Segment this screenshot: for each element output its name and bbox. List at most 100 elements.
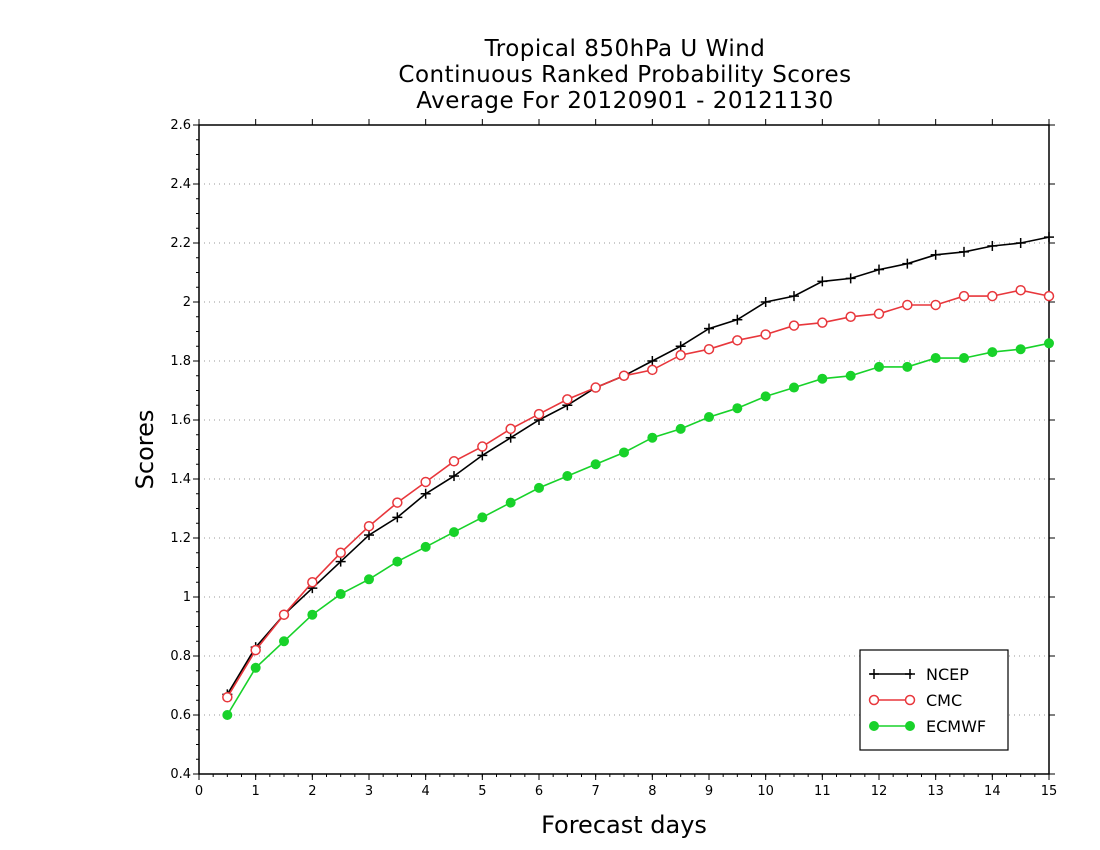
point-ecmwf [902,361,913,372]
x-tick-label: 14 [984,784,1001,799]
point-ecmwf [845,370,856,381]
x-tick-label: 4 [422,784,430,799]
legend-label-ecmwf: ECMWF [926,717,986,736]
point-cmc [760,329,771,340]
point-ecmwf [930,353,941,364]
point-cmc [873,308,885,320]
legend: NCEP CMC ECMWF [859,649,1009,751]
point-ecmwf [647,432,658,443]
x-tick-label: 3 [365,784,373,799]
y-tick-label: 2.2 [170,236,191,251]
point-cmc [307,577,318,588]
point-cmc [1043,290,1055,302]
legend-label-cmc: CMC [926,691,962,710]
y-tick-label: 1.8 [170,354,191,369]
point-ecmwf [307,609,318,620]
y-tick-label: 1 [183,590,191,605]
point-cmc [477,441,488,452]
chart-title-line-3: Average For 20120901 - 20121130 [416,88,834,114]
point-ecmwf [1044,338,1054,349]
legend-marker-ecmwf [869,721,879,731]
y-tick-label: 1.6 [170,413,191,428]
x-tick-label: 9 [705,784,713,799]
point-cmc [1015,284,1026,296]
point-cmc [562,394,573,405]
x-tick-label: 2 [308,784,316,799]
legend-marker-cmc [904,694,916,706]
point-cmc [590,382,601,393]
point-cmc [958,290,970,302]
point-cmc [788,320,800,331]
series-line-cmc [226,289,1050,698]
point-cmc [647,364,658,376]
x-tick-label: 11 [814,784,831,799]
point-ecmwf [534,482,544,493]
point-ecmwf [392,556,403,567]
point-cmc [222,692,233,703]
point-cmc [987,290,998,302]
point-cmc [533,408,545,420]
point-ecmwf [959,353,969,364]
point-cmc [618,370,630,381]
point-ecmwf [562,471,573,482]
point-ecmwf [704,412,714,423]
x-tick-label: 10 [757,784,774,799]
point-ecmwf [279,636,289,647]
legend-marker-cmc [868,694,880,706]
series-layer [222,232,1055,720]
point-cmc [392,497,403,508]
point-cmc [420,476,431,488]
x-tick-label: 12 [871,784,888,799]
point-ecmwf [874,361,884,372]
point-cmc [505,423,516,435]
point-cmc [930,299,941,311]
point-cmc [250,644,261,656]
chart-title-line-1: Tropical 850hPa U Wind [484,36,766,62]
x-tick-label: 8 [648,784,656,799]
point-cmc [732,335,743,346]
point-cmc [335,547,346,558]
point-ecmwf [505,497,516,508]
point-ecmwf [789,382,799,393]
point-ecmwf [449,527,459,538]
y-tick-label: 1.2 [170,531,191,546]
point-cmc [703,343,715,355]
point-ecmwf [1015,344,1026,355]
x-tick-label: 6 [535,784,543,799]
point-ecmwf [250,662,261,673]
x-axis-title: Forecast days [541,811,707,839]
point-ecmwf [222,710,233,720]
y-axis-title: Scores [131,410,159,490]
point-ecmwf [420,541,431,552]
x-tick-label: 7 [592,784,600,799]
point-cmc [845,311,856,322]
x-tick-label: 13 [927,784,944,799]
series-line-ncep [226,236,1050,695]
point-cmc [675,349,686,361]
point-ecmwf [619,447,629,458]
x-tick-label: 1 [252,784,260,799]
point-cmc [817,317,828,328]
y-tick-label: 1.4 [170,472,191,487]
y-tick-label: 2 [183,295,191,310]
y-tick-label: 0.8 [170,649,191,664]
chart-title-line-2: Continuous Ranked Probability Scores [398,62,852,88]
point-cmc [902,299,913,311]
point-ecmwf [335,589,346,600]
series-ecmwf [222,338,1054,720]
x-tick-label: 15 [1041,784,1058,799]
x-tick-label: 5 [478,784,486,799]
point-cmc [448,456,460,467]
point-ecmwf [760,391,771,402]
point-ecmwf [732,403,743,414]
point-ecmwf [364,574,374,585]
x-tick-label: 0 [195,784,203,799]
point-cmc [278,609,290,620]
point-cmc [363,520,375,532]
legend-label-ncep: NCEP [926,665,969,684]
y-tick-label: 2.4 [170,177,191,192]
y-tick-label: 0.6 [170,708,191,723]
point-ecmwf [675,423,686,434]
y-tick-label: 0.4 [170,767,191,782]
